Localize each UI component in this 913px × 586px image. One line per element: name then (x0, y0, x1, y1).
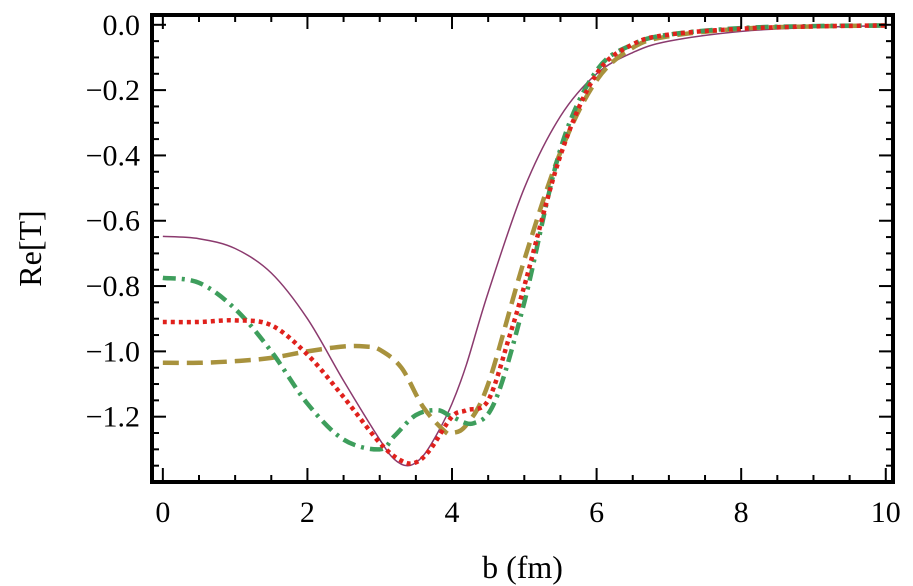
x-tick-label: 4 (445, 496, 460, 529)
y-tick-label: 0.0 (103, 9, 141, 42)
x-tick-label: 8 (734, 496, 749, 529)
y-tick-label: −0.6 (86, 205, 140, 238)
y-tick-label: −1.0 (86, 335, 140, 368)
series-line-2 (162, 23, 886, 437)
y-axis-label: Re[T] (12, 210, 48, 286)
x-tick-label: 10 (871, 496, 901, 529)
tick-labels: 0 2 4 6 8 10 0.0 −0.2 −0.4 −0.6 −0.8 −1.0 −1.2 (86, 9, 901, 529)
series-line-3 (162, 23, 886, 452)
x-tick-label: 6 (589, 496, 604, 529)
x-tick-label: 2 (300, 496, 315, 529)
y-tick-label: −1.2 (86, 401, 140, 434)
plot-lines (162, 23, 886, 467)
x-tick-label: 0 (155, 496, 170, 529)
x-axis-label: b (fm) (482, 549, 563, 585)
plot-frame (150, 13, 895, 484)
y-tick-label: −0.4 (86, 139, 140, 172)
axis-ticks (152, 15, 893, 482)
y-tick-label: −0.2 (86, 74, 140, 107)
series-line-1 (162, 25, 886, 467)
series-line-4 (162, 23, 886, 466)
y-tick-label: −0.8 (86, 270, 140, 303)
